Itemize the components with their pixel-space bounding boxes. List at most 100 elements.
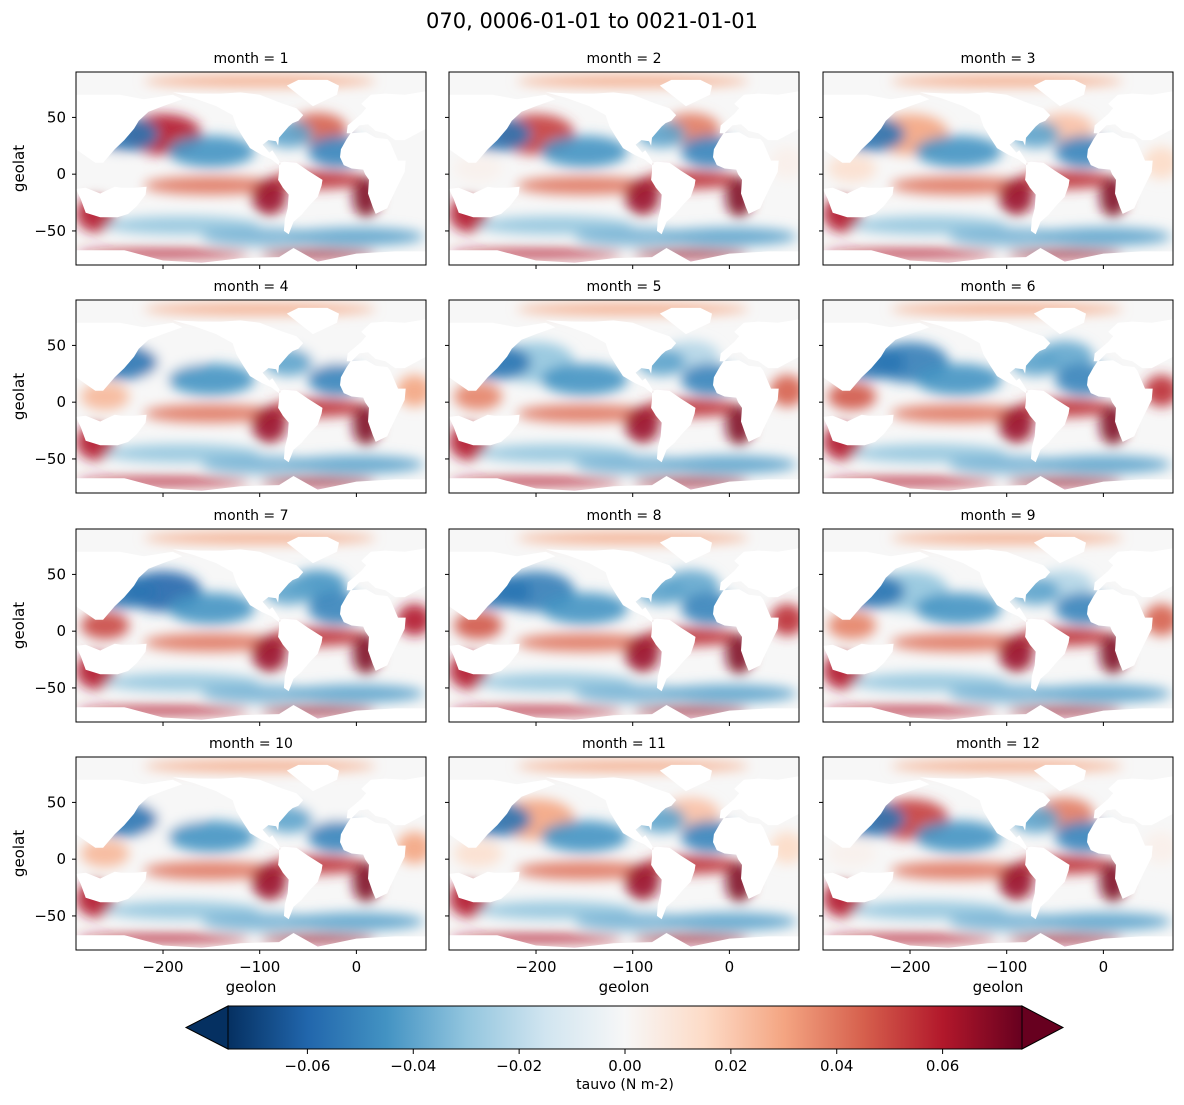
map-field <box>449 529 799 722</box>
panel-frame <box>448 756 800 951</box>
panel-frame <box>448 71 800 266</box>
map-field <box>449 72 799 265</box>
map-field <box>449 300 799 493</box>
field-anomaly <box>827 611 877 640</box>
colorbar-tick-label: 0.00 <box>608 1057 641 1075</box>
field-anomaly <box>890 176 1027 195</box>
panel-month-4: month = 4 −50 0 50 geolat <box>10 279 427 497</box>
x-tick-label: 0 <box>1099 958 1109 976</box>
field-anomaly <box>288 227 425 246</box>
colorbar-extend-min <box>184 1005 229 1050</box>
panel-frame <box>75 71 427 266</box>
y-tick-label: −50 <box>34 907 66 925</box>
field-anomaly <box>516 532 749 544</box>
figure-title: 070, 0006-01-01 to 0021-01-01 <box>426 9 758 33</box>
map-field <box>76 300 426 493</box>
field-anomaly <box>516 176 653 195</box>
colorbar: −0.06 −0.04 −0.02 0.00 0.02 0.04 0.06 tauvo (N… <box>184 1005 1065 1093</box>
panel-title: month = 8 <box>587 508 662 524</box>
colorbar-tick-label: 0.02 <box>714 1057 747 1075</box>
y-tick-label: 50 <box>47 108 66 126</box>
map-field <box>823 72 1173 265</box>
field-anomaly <box>516 861 653 880</box>
field-anomaly <box>143 75 376 87</box>
field-anomaly <box>80 611 130 640</box>
x-axis-label: geolon <box>599 978 650 996</box>
colorbar-tick-label: 0.04 <box>820 1057 853 1075</box>
field-anomaly <box>167 363 255 396</box>
colorbar-tick-label: −0.02 <box>496 1057 542 1075</box>
field-anomaly <box>540 135 628 168</box>
x-axis-label: geolon <box>973 978 1024 996</box>
stress-field <box>449 75 799 259</box>
field-anomaly <box>999 863 1034 901</box>
field-anomaly <box>914 592 1002 625</box>
field-anomaly <box>890 75 1123 87</box>
field-anomaly <box>167 820 255 853</box>
y-axis-label: geolat <box>10 602 28 649</box>
land-mask <box>76 79 426 265</box>
field-anomaly <box>288 455 425 474</box>
field-anomaly <box>288 684 425 703</box>
y-tick-label: 50 <box>47 336 66 354</box>
field-anomaly <box>890 404 1027 423</box>
field-anomaly <box>999 406 1034 444</box>
field-anomaly <box>143 404 280 423</box>
field-anomaly <box>890 303 1123 315</box>
land-mask <box>449 764 799 950</box>
field-anomaly <box>143 861 280 880</box>
y-axis-label: geolat <box>10 145 28 192</box>
y-tick-label: 50 <box>47 793 66 811</box>
field-anomaly <box>540 363 628 396</box>
field-anomaly <box>914 135 1002 168</box>
field-anomaly <box>890 861 1027 880</box>
land-mask <box>823 536 1173 722</box>
field-anomaly <box>80 839 130 868</box>
field-anomaly <box>1035 455 1172 474</box>
colorbar-extend-max <box>1021 1005 1065 1050</box>
field-anomaly <box>999 635 1034 673</box>
panel-title: month = 3 <box>961 51 1036 67</box>
colorbar-body <box>228 1006 1022 1049</box>
field-anomaly <box>625 635 660 673</box>
panel-frame <box>822 756 1174 951</box>
colorbar-tick-label: −0.04 <box>390 1057 436 1075</box>
land-mask <box>823 764 1173 950</box>
field-anomaly <box>625 863 660 901</box>
field-anomaly <box>540 592 628 625</box>
panel-month-7: month = 7 −50 0 50 geolat <box>10 508 427 726</box>
panel-grid: month = 1 −50 0 50 geolat month = 2 month = 3 m… <box>10 51 1174 996</box>
map-field <box>76 529 426 722</box>
panel-frame <box>75 756 427 951</box>
panel-title: month = 4 <box>214 279 289 295</box>
field-anomaly <box>516 633 653 652</box>
map-field <box>449 757 799 950</box>
panel-title: month = 11 <box>582 736 666 752</box>
field-anomaly <box>1035 912 1172 931</box>
y-tick-label: −50 <box>34 450 66 468</box>
map-field <box>823 757 1173 950</box>
y-tick-label: 0 <box>56 622 66 640</box>
panel-title: month = 10 <box>209 736 293 752</box>
x-tick-label: −100 <box>612 958 653 976</box>
x-tick-label: −200 <box>889 958 930 976</box>
panel-month-3: month = 3 <box>819 51 1174 269</box>
colorbar-label: tauvo (N m-2) <box>576 1077 674 1093</box>
land-mask <box>449 307 799 493</box>
field-anomaly <box>252 863 287 901</box>
field-anomaly <box>143 760 376 772</box>
x-tick-label: −200 <box>142 958 183 976</box>
field-anomaly <box>252 406 287 444</box>
field-anomaly <box>890 532 1123 544</box>
field-anomaly <box>453 154 503 183</box>
field-anomaly <box>1035 227 1172 246</box>
field-anomaly <box>143 532 376 544</box>
field-anomaly <box>143 303 376 315</box>
field-anomaly <box>288 912 425 931</box>
panel-month-1: month = 1 −50 0 50 geolat <box>10 51 427 269</box>
panel-title: month = 9 <box>961 508 1036 524</box>
field-anomaly <box>540 820 628 853</box>
y-tick-label: 0 <box>56 393 66 411</box>
field-anomaly <box>914 363 1002 396</box>
